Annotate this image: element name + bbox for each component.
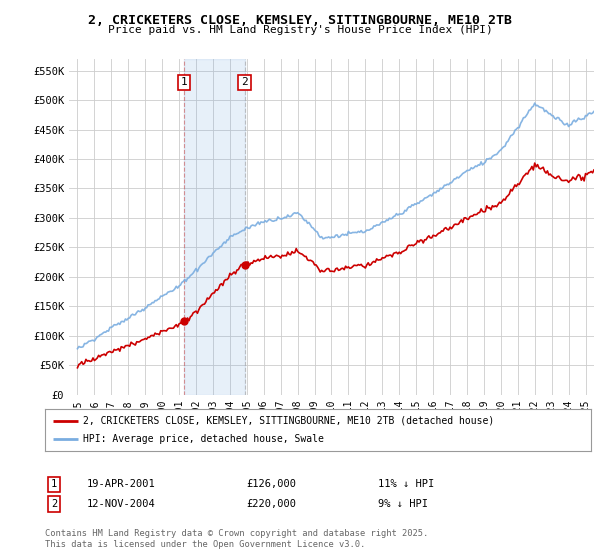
Text: 12-NOV-2004: 12-NOV-2004 [87, 499, 156, 509]
Text: HPI: Average price, detached house, Swale: HPI: Average price, detached house, Swal… [83, 434, 324, 444]
Text: £126,000: £126,000 [246, 479, 296, 489]
Text: Contains HM Land Registry data © Crown copyright and database right 2025.
This d: Contains HM Land Registry data © Crown c… [45, 529, 428, 549]
Bar [184, 59, 245, 395]
Text: 2, CRICKETERS CLOSE, KEMSLEY, SITTINGBOURNE, ME10 2TB (detached house): 2, CRICKETERS CLOSE, KEMSLEY, SITTINGBOU… [83, 416, 494, 426]
Text: Price paid vs. HM Land Registry's House Price Index (HPI): Price paid vs. HM Land Registry's House … [107, 25, 493, 35]
Text: 2, CRICKETERS CLOSE, KEMSLEY, SITTINGBOURNE, ME10 2TB: 2, CRICKETERS CLOSE, KEMSLEY, SITTINGBOU… [88, 14, 512, 27]
Text: 19-APR-2001: 19-APR-2001 [87, 479, 156, 489]
Text: 11% ↓ HPI: 11% ↓ HPI [378, 479, 434, 489]
Text: 2: 2 [241, 77, 248, 87]
Text: 1: 1 [181, 77, 188, 87]
Text: £220,000: £220,000 [246, 499, 296, 509]
Text: 2: 2 [51, 499, 57, 509]
Text: 1: 1 [51, 479, 57, 489]
Text: 9% ↓ HPI: 9% ↓ HPI [378, 499, 428, 509]
